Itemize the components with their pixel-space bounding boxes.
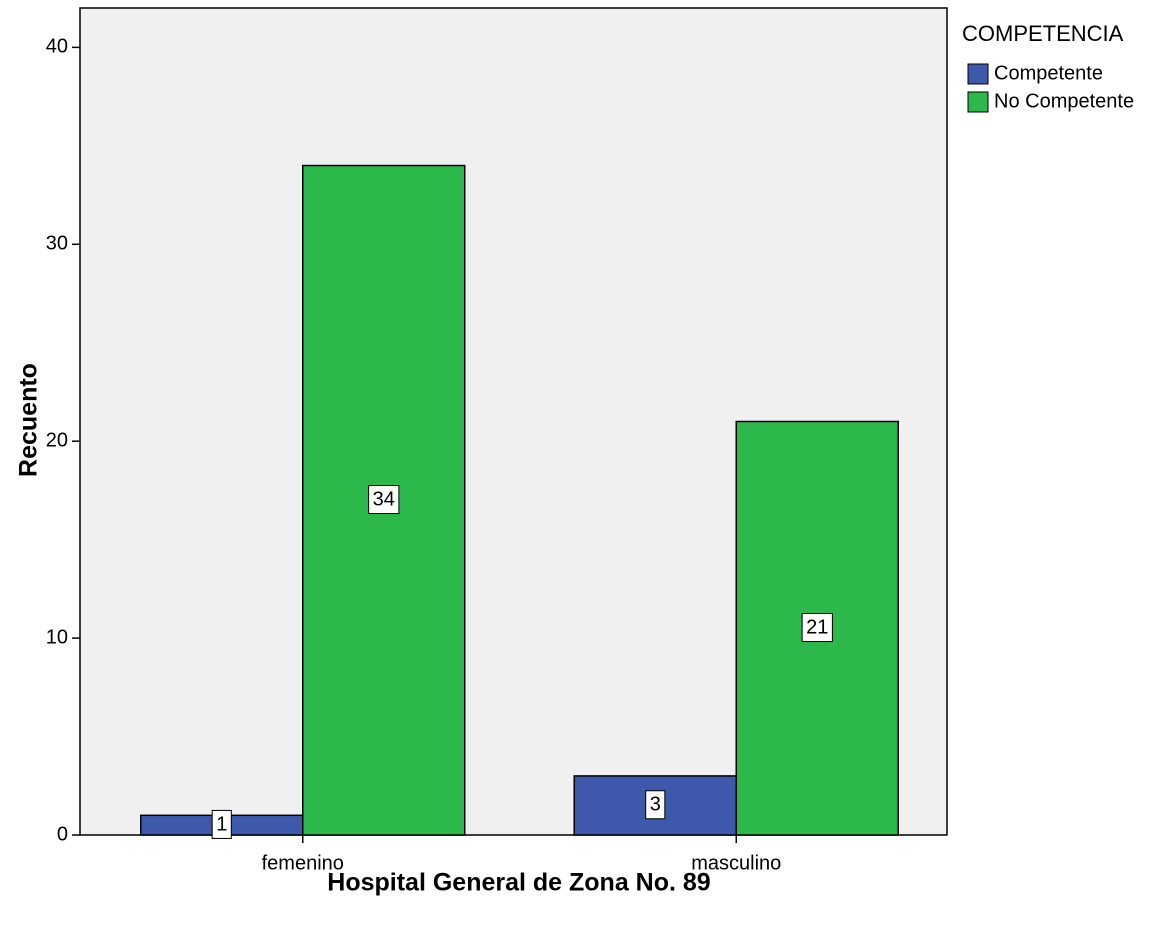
- data-label: 1: [216, 813, 227, 835]
- y-tick-label: 30: [46, 233, 68, 255]
- y-tick-label: 40: [46, 36, 68, 58]
- data-label-box: [211, 809, 232, 839]
- data-label: 21: [806, 617, 828, 639]
- data-label-box: [801, 613, 833, 643]
- legend-swatch: [967, 63, 989, 85]
- data-label-box: [368, 485, 400, 515]
- y-tick-label: 10: [46, 626, 68, 648]
- data-label: 34: [373, 489, 395, 511]
- legend-title: COMPETENCIA: [962, 21, 1124, 46]
- data-label-box: [645, 790, 666, 820]
- x-tick-label: femenino: [262, 852, 344, 874]
- legend-label: No Competente: [994, 90, 1134, 112]
- legend-swatch: [967, 91, 989, 113]
- data-label: 3: [650, 794, 661, 816]
- x-axis-title: Hospital General de Zona No. 89: [327, 869, 710, 897]
- y-tick-label: 20: [46, 429, 68, 451]
- y-tick-label: 0: [57, 823, 68, 845]
- x-tick-label: masculino: [691, 852, 781, 874]
- y-axis-title: Recuento: [15, 363, 43, 477]
- legend-label: Competente: [994, 62, 1103, 84]
